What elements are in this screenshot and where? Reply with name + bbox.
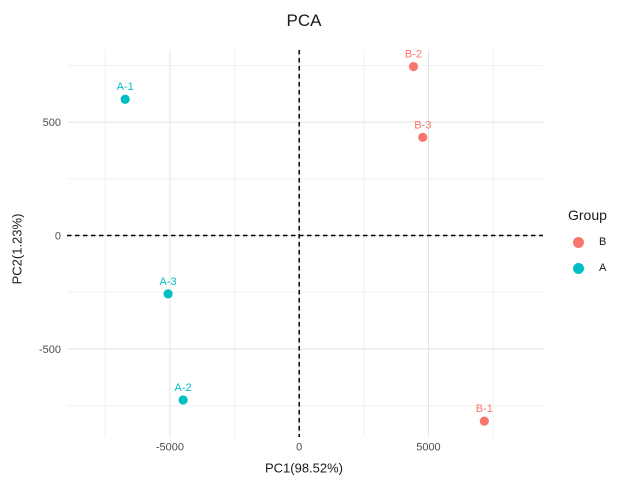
data-point-A-2: [178, 395, 188, 405]
data-point-label-A-3: A-3: [160, 276, 177, 288]
data-point-label-B-2: B-2: [405, 49, 422, 61]
legend-entry-label: A: [599, 262, 607, 274]
data-point-A-1: [120, 94, 130, 104]
x-tick-label-0: 0: [296, 442, 302, 454]
legend-dot-B: [573, 236, 584, 248]
x-tick-label-5000: 5000: [416, 442, 440, 454]
x-axis-title: PC1(98.52%): [264, 460, 344, 476]
data-point-B-2: [408, 61, 419, 72]
legend-entry-A: A: [564, 255, 607, 281]
y-tick-label--500: -500: [39, 344, 61, 356]
legend-entry-label: B: [599, 236, 607, 248]
y-tick-label-0: 0: [55, 231, 61, 243]
legend-entry-B: B: [564, 229, 607, 255]
data-point-label-B-1: B-1: [476, 403, 493, 415]
data-point-B-3: [418, 132, 428, 142]
x-tick-label--5000: -5000: [156, 442, 184, 454]
y-axis-title: PC2(1.23%): [9, 213, 25, 285]
plot-title: PCA: [286, 11, 322, 30]
data-point-A-3: [163, 289, 173, 299]
data-point-label-A-1: A-1: [117, 81, 134, 93]
legend-title: Group: [568, 207, 607, 223]
data-point-B-1: [479, 416, 489, 426]
data-point-label-B-3: B-3: [414, 119, 431, 131]
legend-dot-A: [573, 262, 584, 274]
y-tick-label-500: 500: [43, 117, 61, 129]
data-point-label-A-2: A-2: [175, 382, 192, 394]
